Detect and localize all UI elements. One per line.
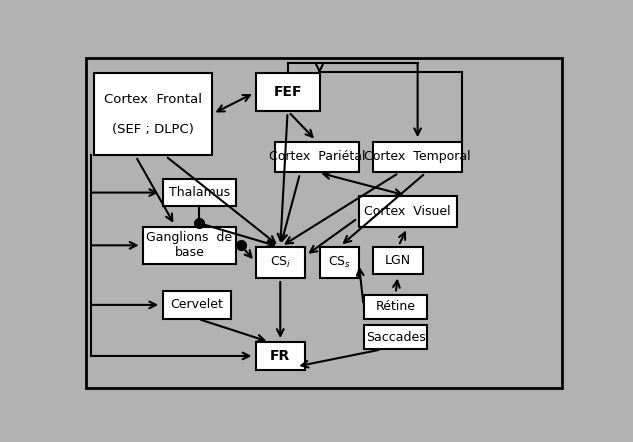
FancyBboxPatch shape <box>373 141 462 172</box>
FancyBboxPatch shape <box>320 247 359 278</box>
FancyBboxPatch shape <box>275 141 359 172</box>
Text: Rétine: Rétine <box>375 300 415 313</box>
Text: FR: FR <box>270 349 291 363</box>
Text: Thalamus: Thalamus <box>169 186 230 199</box>
Text: CS$_s$: CS$_s$ <box>327 255 351 270</box>
FancyBboxPatch shape <box>143 227 236 264</box>
FancyBboxPatch shape <box>163 179 236 206</box>
FancyBboxPatch shape <box>94 73 211 155</box>
FancyBboxPatch shape <box>363 295 427 319</box>
FancyBboxPatch shape <box>87 58 562 388</box>
Text: Cortex  Frontal

(SEF ; DLPC): Cortex Frontal (SEF ; DLPC) <box>104 93 202 136</box>
Text: Cortex  Temporal: Cortex Temporal <box>365 150 471 164</box>
FancyBboxPatch shape <box>256 247 304 278</box>
Text: Cortex  Visuel: Cortex Visuel <box>365 205 451 218</box>
FancyBboxPatch shape <box>256 73 320 111</box>
FancyBboxPatch shape <box>256 342 304 370</box>
FancyBboxPatch shape <box>373 247 423 274</box>
FancyBboxPatch shape <box>163 291 231 319</box>
FancyBboxPatch shape <box>359 196 457 227</box>
Text: LGN: LGN <box>385 254 411 267</box>
Text: CS$_i$: CS$_i$ <box>270 255 291 270</box>
Text: Cortex  Pariétal: Cortex Pariétal <box>269 150 365 164</box>
FancyBboxPatch shape <box>363 325 427 349</box>
Text: Cervelet: Cervelet <box>170 298 223 312</box>
Text: Ganglions  de
base: Ganglions de base <box>146 231 232 259</box>
Text: FEF: FEF <box>273 85 302 99</box>
Text: Saccades: Saccades <box>366 331 425 344</box>
